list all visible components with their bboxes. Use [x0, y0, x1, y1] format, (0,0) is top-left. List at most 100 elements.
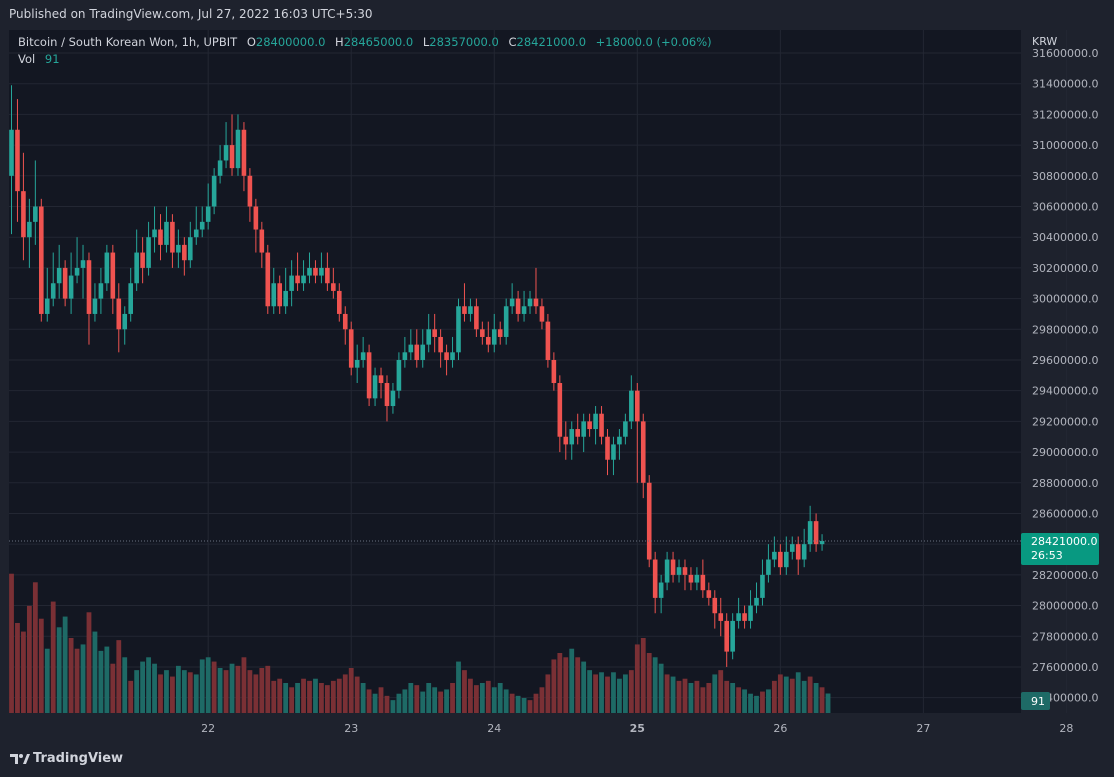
volume-bar [26, 605, 32, 713]
candle-body [527, 298, 533, 307]
volume-bar [813, 683, 819, 713]
candle-body [325, 267, 330, 284]
volume-bar [175, 665, 181, 713]
candle-body [670, 559, 676, 575]
candle-body [551, 359, 557, 384]
volume-bar [450, 683, 455, 713]
vol-value: 91 [45, 52, 60, 66]
price-tick-label: 29000000.0 [1032, 446, 1098, 459]
volume-bar [295, 683, 300, 713]
time-axis[interactable]: 22 23 24 25 26 27 28 [201, 722, 1073, 735]
candle-body [658, 582, 664, 598]
candle-body [515, 298, 521, 314]
price-tick-label: 31200000.0 [1032, 108, 1098, 121]
candle-body [366, 352, 372, 399]
publish-info: Published on TradingView.com, Jul 27, 20… [9, 7, 373, 21]
candle-body [807, 521, 813, 545]
candle-body [724, 620, 729, 652]
candle-body [503, 306, 509, 337]
volume-bar [408, 683, 414, 713]
volume-bar [634, 644, 640, 713]
currency-label: KRW [1032, 35, 1057, 48]
volume-bar [521, 698, 527, 713]
candle-body [605, 436, 610, 460]
candle-body [456, 306, 461, 353]
volume-bar [587, 670, 593, 713]
candle-body [205, 206, 211, 222]
candle-body [217, 160, 223, 176]
volume-bar [420, 691, 426, 713]
candle-body [474, 306, 479, 330]
candle-body [497, 329, 503, 337]
volume-tag-value: 91 [1031, 695, 1045, 708]
price-tick-label: 30200000.0 [1032, 262, 1098, 275]
volume-bar [360, 683, 366, 713]
volume-bar [444, 689, 449, 713]
price-tick-label: 31400000.0 [1032, 78, 1098, 91]
candle-body [9, 129, 14, 176]
volume-bar [646, 653, 652, 713]
volume-bar [158, 674, 163, 713]
volume-bar [152, 663, 157, 713]
candle-body [128, 283, 133, 314]
candle-body [378, 375, 384, 384]
volume-bar [426, 683, 432, 713]
time-tick-label: 28 [1059, 722, 1073, 735]
volume-bar [122, 657, 128, 713]
candle-body [563, 436, 569, 445]
volume-bar [545, 674, 551, 713]
chart-area[interactable]: 27400000.0 27600000.0 27800000.0 28000000.0… [0, 30, 1114, 742]
volume-bar [628, 670, 634, 713]
candle-body [450, 352, 455, 360]
candle-body [27, 221, 32, 238]
volume-bar [515, 695, 521, 713]
candle-body [593, 413, 598, 430]
candle-body [295, 275, 300, 284]
symbol-name: Bitcoin / South Korean Won, 1h, UPBIT [18, 35, 238, 49]
volume-bar [760, 691, 765, 713]
candle-body [629, 390, 634, 422]
candle-body [480, 329, 485, 337]
volume-bar [98, 650, 104, 713]
candle-body [599, 413, 604, 437]
volume-bar [9, 573, 14, 713]
volume-bar [110, 663, 116, 713]
candle-body [170, 221, 175, 253]
candle-body [229, 145, 235, 169]
last-price-tag: 28421000.0 26:53 [1021, 532, 1099, 565]
candle-body [587, 421, 592, 430]
volume-bar [205, 657, 211, 713]
publish-banner: Published on TradingView.com, Jul 27, 20… [0, 0, 1114, 30]
candle-body [789, 544, 795, 552]
volume-bar [611, 672, 616, 713]
candle-body [188, 237, 193, 261]
volume-bar [658, 663, 664, 713]
candle-body [56, 267, 62, 284]
candle-body [235, 129, 241, 169]
candle-body [819, 540, 825, 545]
candle-body [736, 613, 741, 621]
candle-body [116, 298, 122, 330]
grid-lines [9, 30, 1067, 713]
candle-body [396, 359, 402, 391]
candle-body [438, 336, 443, 353]
candle-body [521, 306, 527, 314]
candle-body [319, 267, 324, 276]
volume-bar [664, 674, 670, 713]
volume-bar [563, 657, 569, 713]
volume-bar [503, 689, 509, 713]
candle-body [402, 352, 408, 360]
candle-body [86, 260, 92, 314]
candle-body [462, 306, 467, 314]
volume-bar [199, 659, 205, 713]
volume-bar [301, 678, 306, 713]
volume-bar [187, 672, 193, 713]
volume-bar [497, 683, 503, 713]
open-label: O [247, 35, 256, 49]
candle-body [283, 290, 288, 307]
candle-body [289, 275, 294, 291]
volume-bar [324, 685, 330, 713]
candle-body [354, 359, 360, 368]
volume-bar [462, 670, 467, 713]
candlestick-chart[interactable]: 27400000.027600000.027800000.028000000.0… [0, 30, 1114, 742]
